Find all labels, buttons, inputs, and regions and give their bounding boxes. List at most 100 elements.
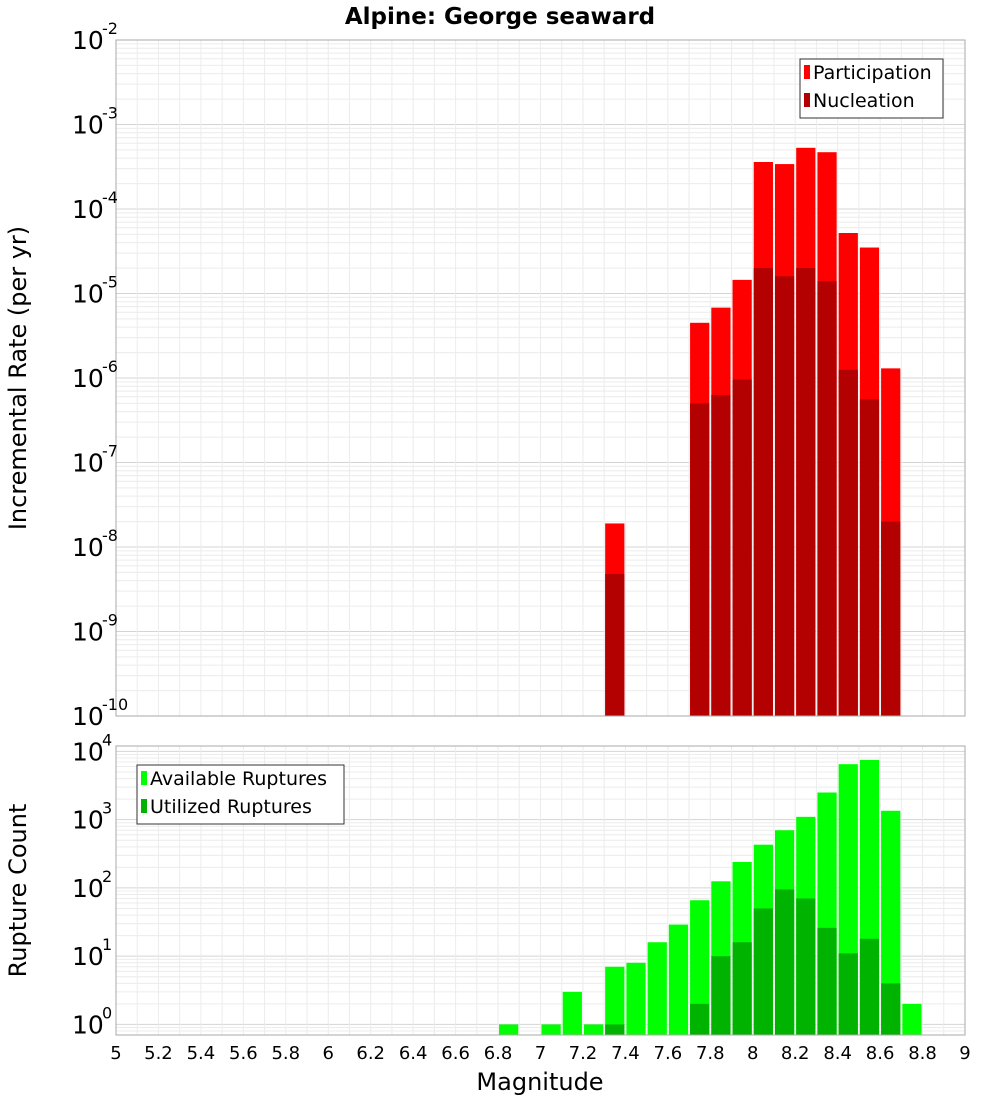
x-tick-label: 5.8	[271, 1043, 300, 1064]
count-bars	[499, 759, 922, 1035]
bar-utilized-ruptures	[838, 953, 858, 1035]
bar-available-ruptures	[541, 1024, 561, 1035]
y-tick: 10-5	[72, 273, 118, 309]
bar-available-ruptures	[583, 1024, 604, 1035]
y-tick-base: 10	[72, 111, 104, 140]
rate-legend: Participation Nucleation	[799, 58, 944, 119]
x-tick-label: 8.8	[908, 1043, 937, 1064]
x-tick-label: 6.6	[441, 1043, 470, 1064]
bar-utilized-ruptures	[774, 889, 795, 1035]
x-tick-label: 6.2	[356, 1043, 385, 1064]
rate-plot-frame	[115, 39, 966, 717]
y-tick: 101	[72, 935, 112, 971]
y-tick-exponent: 3	[102, 799, 112, 818]
rate-y-axis-label: Incremental Rate (per yr)	[4, 226, 32, 530]
x-tick-label: 5.4	[187, 1043, 216, 1064]
legend-box	[799, 58, 944, 119]
bar-nucleation	[774, 276, 795, 716]
chart-title: Alpine: George seaward	[345, 4, 655, 30]
y-tick-base: 10	[72, 280, 104, 309]
bar-utilized-ruptures	[881, 983, 901, 1035]
bar-available-ruptures	[605, 966, 625, 1035]
y-tick-exponent: 1	[102, 935, 112, 954]
bar-available-ruptures	[562, 991, 582, 1035]
y-tick-base: 10	[72, 195, 104, 224]
bar-utilized-ruptures	[753, 908, 773, 1035]
x-tick-label: 8	[747, 1043, 758, 1064]
y-tick-base: 10	[72, 702, 104, 731]
count-legend: Available Ruptures Utilized Ruptures	[136, 764, 345, 825]
bar-utilized-ruptures	[711, 956, 731, 1035]
x-tick-label: 7.8	[696, 1043, 725, 1064]
y-tick-base: 10	[72, 26, 104, 55]
legend-label: Participation	[813, 62, 932, 84]
rate-bars	[605, 147, 901, 716]
bar-nucleation	[732, 379, 752, 716]
y-tick: 10-2	[72, 19, 118, 55]
x-tick-label: 6	[323, 1043, 334, 1064]
rate-grid	[115, 39, 966, 717]
bar-nucleation	[838, 369, 858, 716]
x-tick-label: 5.2	[144, 1043, 173, 1064]
x-tick-label: 5	[110, 1043, 121, 1064]
y-tick-base: 10	[72, 942, 104, 971]
bar-utilized-ruptures	[796, 898, 816, 1035]
y-tick-exponent: -10	[102, 695, 128, 714]
bar-utilized-ruptures	[732, 942, 752, 1035]
bar-utilized-ruptures	[690, 1003, 710, 1035]
y-tick-exponent: -6	[102, 357, 118, 376]
bar-nucleation	[881, 521, 901, 716]
y-tick: 100	[72, 1003, 112, 1039]
y-tick: 10-8	[72, 526, 118, 562]
bar-nucleation	[859, 399, 880, 716]
x-tick-label: 7.6	[654, 1043, 683, 1064]
bar-nucleation	[690, 403, 710, 716]
x-tick-label: 9	[959, 1043, 970, 1064]
y-tick-exponent: 2	[102, 867, 112, 886]
x-tick-label: 8.6	[866, 1043, 895, 1064]
y-tick: 10-6	[72, 357, 118, 393]
bar-utilized-ruptures	[817, 927, 837, 1035]
count-y-axis-label: Rupture Count	[4, 804, 32, 978]
y-tick-exponent: 0	[102, 1003, 112, 1022]
y-tick: 10-9	[72, 611, 118, 647]
x-tick-label: 7.2	[569, 1043, 598, 1064]
y-tick: 103	[72, 799, 112, 835]
y-tick: 10-3	[72, 104, 118, 140]
bar-available-ruptures	[626, 962, 646, 1035]
y-tick-base: 10	[72, 806, 104, 835]
x-tick-label: 8.4	[823, 1043, 852, 1064]
y-tick-exponent: -9	[102, 611, 118, 630]
y-tick-exponent: -2	[102, 19, 118, 38]
x-tick-label: 5.6	[229, 1043, 258, 1064]
bar-utilized-ruptures	[605, 1024, 625, 1035]
y-tick: 10-10	[72, 695, 128, 731]
bar-nucleation	[817, 281, 837, 716]
bar-available-ruptures	[690, 900, 710, 1035]
x-axis-label: Magnitude	[476, 1068, 603, 1096]
y-tick-exponent: -4	[102, 188, 118, 207]
y-tick-base: 10	[72, 364, 104, 393]
bar-available-ruptures	[668, 924, 689, 1035]
legend-box	[136, 764, 345, 825]
count-plot-frame	[115, 745, 966, 1036]
y-tick: 10-4	[72, 188, 118, 224]
legend-label: Available Ruptures	[150, 768, 327, 790]
y-tick-base: 10	[72, 1010, 104, 1039]
y-tick-exponent: -3	[102, 104, 118, 123]
y-tick-exponent: 4	[102, 730, 112, 749]
y-tick-base: 10	[72, 618, 104, 647]
bar-available-ruptures	[647, 942, 667, 1035]
x-tick-label: 6.4	[399, 1043, 428, 1064]
y-tick-base: 10	[72, 874, 104, 903]
bar-available-ruptures	[902, 1003, 922, 1035]
x-tick-label: 7	[535, 1043, 546, 1064]
legend-swatch	[804, 93, 810, 107]
y-tick-base: 10	[72, 449, 104, 478]
y-tick-exponent: -5	[102, 273, 118, 292]
bar-nucleation	[796, 268, 816, 716]
bar-utilized-ruptures	[859, 938, 880, 1035]
